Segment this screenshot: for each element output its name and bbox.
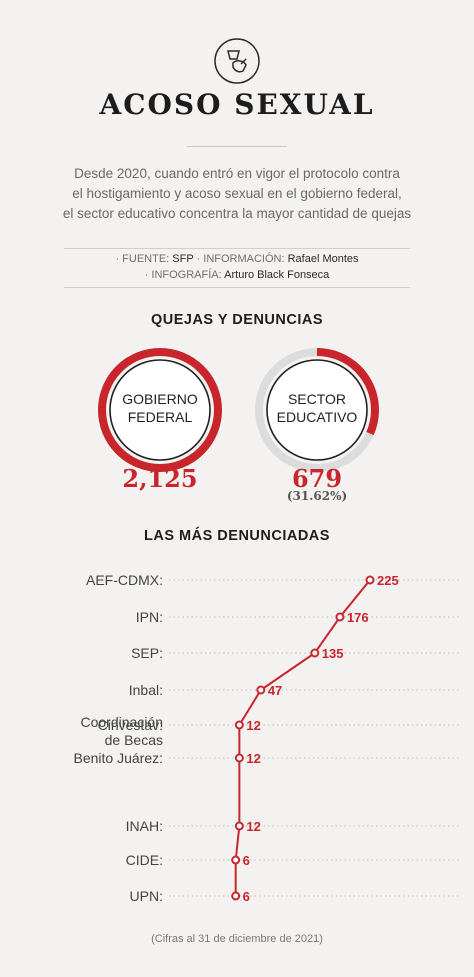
- series-line: [234, 579, 371, 896]
- data-label: 6: [243, 889, 250, 904]
- credit-graphics-line: · INFOGRAFÍA: Arturo Black Fonseca: [0, 269, 474, 281]
- data-point: [365, 575, 375, 585]
- graphics-value: Arturo Black Fonseca: [224, 269, 330, 281]
- data-label: 12: [246, 718, 260, 733]
- gobierno-ring-fill: [98, 348, 222, 472]
- gobierno-inner-disc: [109, 359, 211, 461]
- sector-percentage: (31.62%): [286, 489, 348, 503]
- intro-text: Desde 2020, cuando entró en vigor el pro…: [40, 164, 434, 224]
- category-label: IPN:: [136, 609, 163, 625]
- data-point: [310, 648, 320, 658]
- info-label: · INFORMACIÓN:: [196, 253, 285, 265]
- data-point: [234, 753, 244, 763]
- data-label: 12: [246, 819, 260, 834]
- sector-value: 679: [291, 464, 343, 493]
- category-label: Inbal:: [129, 682, 163, 698]
- ranking-chart: AEF-CDMX: IPN: SEP: Inbal: Cinvestav:Coordin…: [74, 572, 460, 904]
- sector-label-1: SECTOR: [288, 391, 346, 407]
- intro-line: el hostigamiento y acoso sexual en el go…: [72, 186, 402, 201]
- sector-ring-fill: [255, 348, 379, 472]
- source-value: SFP: [172, 253, 194, 265]
- gobierno-ring: GOBIERNO FEDERAL: [98, 348, 222, 472]
- data-point: [234, 720, 244, 730]
- category-label: de Becas: [105, 732, 163, 748]
- graphics-label: · INFOGRAFÍA:: [144, 269, 222, 281]
- category-label: Cinvestav:: [98, 717, 163, 733]
- intro-line: Desde 2020, cuando entró en vigor el pro…: [74, 166, 400, 181]
- data-label: 6: [243, 853, 250, 868]
- info-value: Rafael Montes: [287, 253, 359, 265]
- data-label: 225: [377, 573, 399, 588]
- category-label: SEP:: [131, 645, 163, 661]
- title-divider: [187, 146, 287, 147]
- gobierno-label-1: GOBIERNO: [122, 391, 198, 407]
- data-label: 135: [322, 646, 344, 661]
- category-label: INAH:: [126, 818, 163, 834]
- category-label: Benito Juárez:: [74, 750, 164, 766]
- data-point: [256, 685, 266, 695]
- data-point: [335, 612, 345, 622]
- quejas-heading: QUEJAS Y DENUNCIAS: [150, 312, 324, 328]
- category-label: AEF-CDMX:: [86, 572, 163, 588]
- data-point: [231, 891, 241, 901]
- gobierno-value: 2,125: [122, 464, 198, 493]
- sector-label-2: EDUCATIVO: [277, 409, 358, 425]
- category-label: UPN:: [130, 888, 163, 904]
- intro-line: el sector educativo concentra la mayor c…: [62, 206, 412, 221]
- data-label: 176: [347, 610, 369, 625]
- sector-ring: SECTOR EDUCATIVO: [255, 348, 379, 472]
- data-point: [231, 855, 241, 865]
- logo-icon: [214, 38, 260, 84]
- data-point: [234, 821, 244, 831]
- credits-top-rule: [64, 248, 410, 249]
- ranking-heading: LAS MÁS DENUNCIADAS: [144, 528, 330, 544]
- sector-inner-disc: [266, 359, 368, 461]
- category-label: CIDE:: [126, 852, 163, 868]
- credits-bottom-rule: [64, 287, 410, 288]
- data-label: 47: [268, 683, 282, 698]
- source-label: · FUENTE:: [115, 253, 170, 265]
- gobierno-label-2: FEDERAL: [128, 409, 193, 425]
- footnote: (Cifras al 31 de diciembre de 2021): [151, 933, 323, 945]
- credit-source-line: · FUENTE: SFP · INFORMACIÓN: Rafael Mont…: [0, 253, 474, 265]
- data-label: 12: [246, 751, 260, 766]
- category-label: Coordinación: [81, 714, 164, 730]
- page-title: ACOSO SEXUAL: [99, 88, 375, 121]
